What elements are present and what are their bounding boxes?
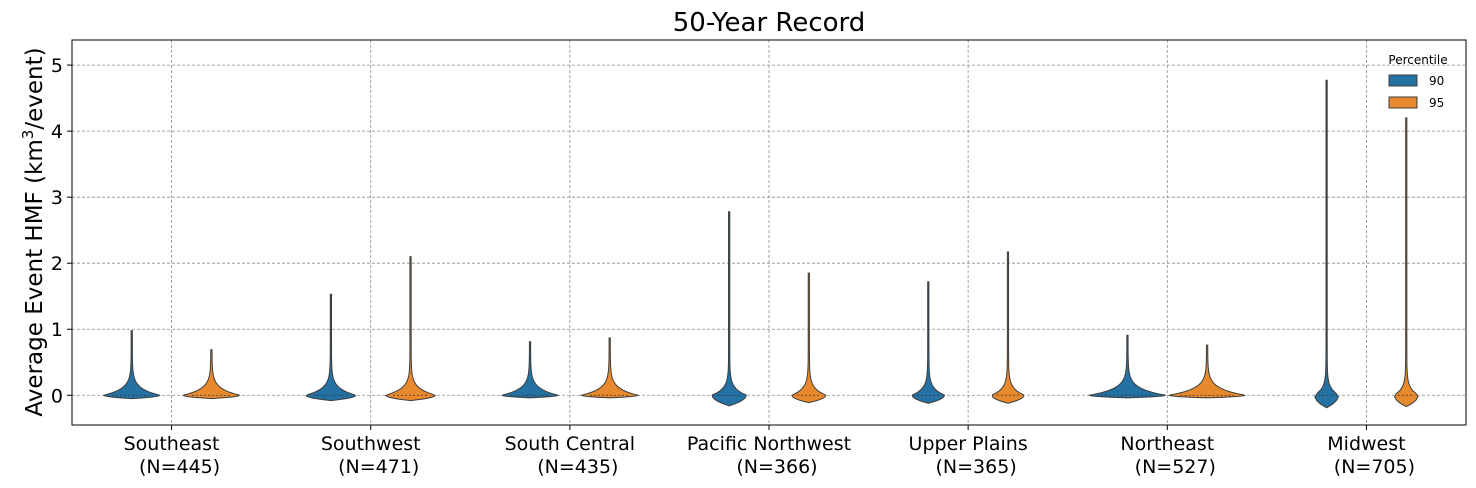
y-tick-label: 2 (51, 253, 63, 275)
y-tick-label: 3 (51, 187, 63, 209)
legend-title: Percentile (1388, 53, 1447, 67)
x-tick-label-region: Pacific Northwest (687, 433, 851, 455)
x-tick-label-count: (N=445) (139, 456, 220, 478)
y-tick-label: 0 (51, 385, 63, 407)
x-tick-label-region: South Central (505, 433, 635, 455)
x-tick-label-count: (N=471) (338, 456, 419, 478)
legend-swatch (1388, 74, 1418, 87)
y-axis-label-tail: /event) (22, 47, 48, 129)
violin-90 (500, 341, 560, 399)
x-tick-label-region: Southeast (124, 433, 220, 455)
violin-layer (102, 79, 1419, 409)
x-tick-label-count: (N=527) (1135, 456, 1216, 478)
x-tick-label-region: Midwest (1327, 433, 1405, 455)
violin-95 (384, 256, 437, 402)
x-tick-label-region: Southwest (321, 433, 421, 455)
x-axis: Southeast(N=445) Southwest(N=471) South Ce… (124, 425, 1415, 478)
chart-title: 50-Year Record (673, 8, 866, 38)
violin-95 (579, 337, 641, 399)
y-tick-label: 1 (51, 319, 63, 341)
legend: Percentile 90 95 (1388, 53, 1447, 110)
violin-95 (182, 349, 241, 400)
y-axis: 0 1 2 3 4 5 (51, 55, 72, 407)
y-tick-label: 5 (51, 55, 63, 77)
x-tick-label-count: (N=365) (936, 456, 1017, 478)
violin-90 (911, 281, 946, 404)
y-axis-label-main: Average Event HMF (km (22, 139, 48, 416)
x-tick-label-region: Northeast (1120, 433, 1214, 455)
legend-swatch (1388, 96, 1418, 109)
x-tick-label-count: (N=366) (736, 456, 817, 478)
y-axis-label-superscript: 3 (19, 130, 37, 140)
legend-label: 90 (1429, 74, 1444, 88)
x-tick-label-count: (N=435) (537, 456, 618, 478)
y-axis-label: Average Event HMF (km3/event) (19, 47, 48, 416)
legend-label: 95 (1429, 96, 1444, 110)
violin-90 (102, 330, 161, 400)
violin-95 (991, 251, 1025, 404)
violin-95 (1393, 117, 1419, 408)
grid-layer (72, 40, 1466, 425)
x-tick-label-region: Upper Plains (909, 433, 1028, 455)
violin-90 (1088, 334, 1167, 399)
violin-90 (305, 293, 357, 402)
violin-90 (711, 211, 747, 407)
violin-90 (1314, 79, 1339, 409)
y-tick-label: 4 (51, 121, 63, 143)
violin-95 (791, 272, 827, 404)
violin-95 (1168, 344, 1246, 399)
x-tick-label-count: (N=705) (1334, 456, 1415, 478)
